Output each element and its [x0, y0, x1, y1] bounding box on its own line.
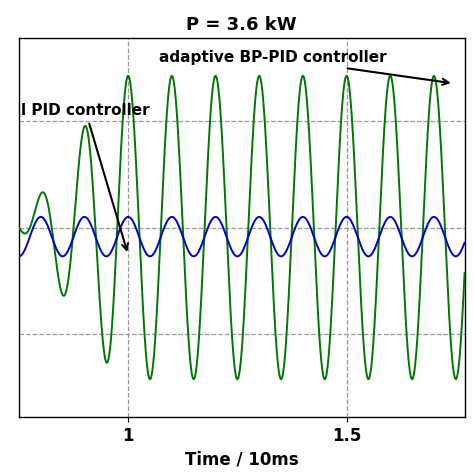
Text: adaptive BP-PID controller: adaptive BP-PID controller — [159, 50, 448, 85]
X-axis label: Time / 10ms: Time / 10ms — [185, 450, 299, 468]
Title: P = 3.6 kW: P = 3.6 kW — [186, 16, 297, 34]
Text: l PID controller: l PID controller — [21, 103, 150, 250]
